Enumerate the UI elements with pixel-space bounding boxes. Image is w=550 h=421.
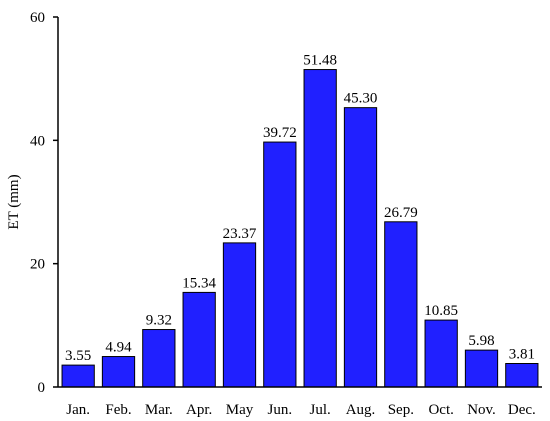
x-axis-ticks: Jan. Feb. Mar. Apr. May Jun. Jul. Aug. Sep. Oct. N…: [66, 402, 535, 418]
data-label: 5.98: [468, 333, 494, 349]
bar-mar: [142, 329, 176, 388]
bar-may: [222, 242, 257, 388]
data-label: 51.48: [303, 53, 337, 69]
x-tick-label: Jul.: [310, 402, 331, 418]
data-label: 15.34: [182, 275, 216, 291]
x-tick-label: Aug.: [346, 402, 376, 418]
x-tick-label: Apr.: [186, 402, 212, 418]
y-tick-label: 40: [30, 133, 45, 149]
x-tick-label: Feb.: [105, 402, 131, 418]
x-tick-label: Jun.: [268, 402, 293, 418]
bar-jan: [61, 364, 95, 388]
y-axis-title: ET (mm): [6, 174, 22, 229]
bar-dec: [505, 363, 539, 388]
x-tick-label: May: [226, 402, 254, 418]
y-axis-ticks: 0 20 40 60: [30, 10, 58, 396]
bars-group: [61, 69, 539, 388]
y-tick-label: 0: [38, 380, 46, 396]
data-label: 23.37: [223, 226, 257, 242]
data-labels-group: 3.55 4.94 9.32 15.34 23.37 39.72 51.48 45.30 26.…: [65, 53, 535, 365]
data-label: 9.32: [146, 313, 172, 329]
x-tick-label: Dec.: [508, 402, 536, 418]
bar-oct: [424, 319, 458, 388]
bar-jun: [263, 141, 297, 388]
x-tick-label: Oct.: [428, 402, 453, 418]
x-tick-label: Mar.: [145, 402, 173, 418]
x-tick-label: Nov.: [467, 402, 496, 418]
bar-aug: [343, 107, 378, 388]
bar-feb: [101, 356, 136, 388]
x-tick-label: Jan.: [66, 402, 90, 418]
bar-jul: [303, 69, 337, 388]
bar-nov: [464, 349, 499, 388]
y-tick-label: 20: [30, 257, 45, 273]
data-label: 3.55: [65, 348, 91, 364]
bar-apr: [182, 291, 216, 388]
y-tick-label: 60: [30, 10, 45, 26]
bar-sep: [384, 221, 418, 388]
x-tick-label: Sep.: [388, 402, 414, 418]
data-label: 39.72: [263, 125, 297, 141]
data-label: 3.81: [509, 347, 535, 363]
data-label: 45.30: [344, 91, 378, 107]
data-label: 26.79: [384, 205, 418, 221]
data-label: 10.85: [424, 303, 458, 319]
data-label: 4.94: [105, 340, 132, 356]
